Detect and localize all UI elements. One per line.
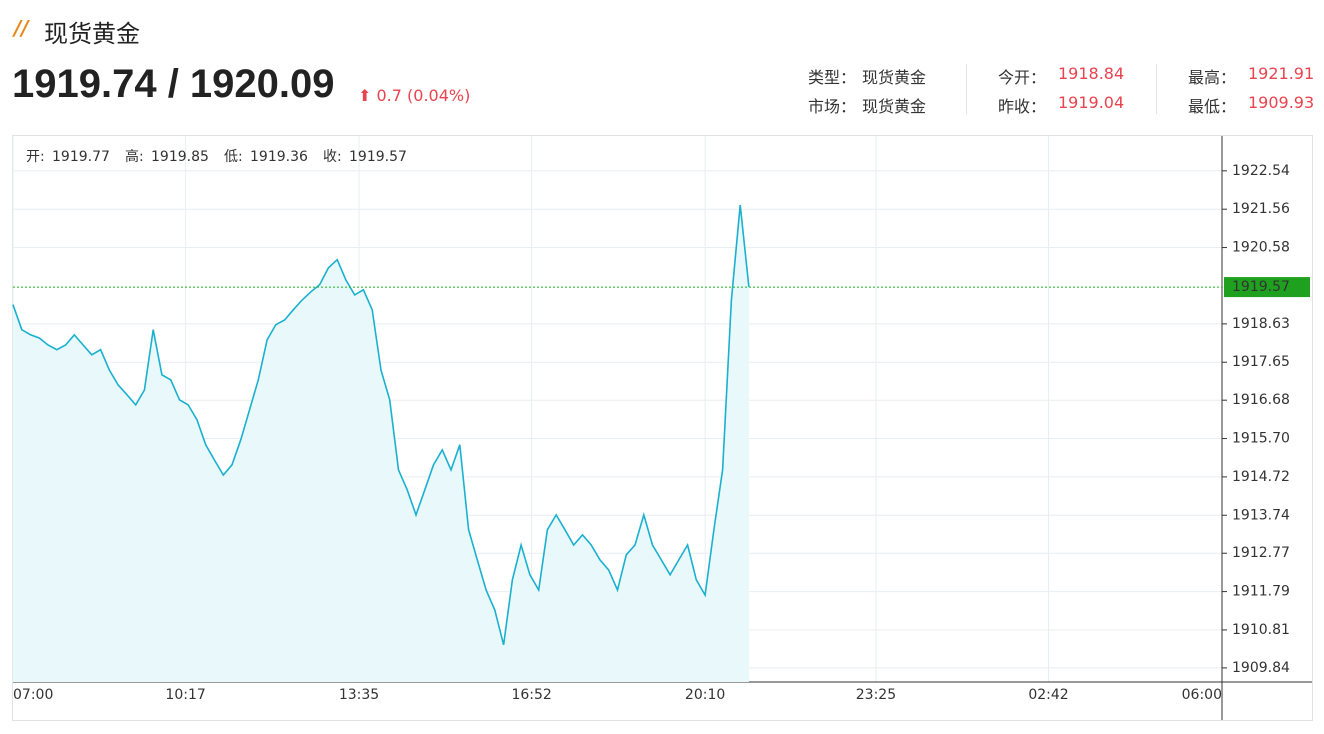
price-line: [12, 204, 750, 645]
change: ⬆ 0.7 (0.04%): [358, 86, 470, 105]
last-price-box: [1224, 277, 1310, 298]
area-fill: [13, 204, 749, 682]
x-tick-label: 07:00: [13, 687, 53, 703]
logo-icon: //: [14, 16, 29, 40]
y-tick-label: 1911.79: [1232, 584, 1290, 600]
info-value: 现货黄金: [862, 97, 927, 116]
info-label: 今开：: [998, 68, 1047, 87]
y-tick-label: 1916.68: [1232, 392, 1290, 408]
y-tick-label: 1913.74: [1232, 507, 1290, 523]
x-tick-label: 10:17: [165, 687, 205, 703]
ohlc-value: 1919.57: [349, 149, 407, 165]
info-label: 市场：: [808, 97, 857, 116]
x-tick-label: 20:10: [685, 687, 725, 703]
info-value: 1921.91: [1248, 64, 1315, 83]
y-tick-label: 1920.58: [1232, 240, 1290, 256]
info-label: 最高：: [1188, 68, 1237, 87]
info-label: 最低：: [1188, 97, 1237, 116]
info-value: 1918.84: [1058, 64, 1125, 83]
ohlc-label: 低:: [224, 149, 243, 165]
info-label: 类型：: [808, 68, 857, 87]
ohlc-label: 开:: [26, 149, 45, 165]
y-tick-label: 1909.84: [1232, 660, 1290, 676]
y-tick-label: 1918.63: [1232, 316, 1290, 332]
ohlc-label: 收:: [323, 149, 342, 165]
info-value: 现货黄金: [862, 68, 927, 87]
y-tick-label: 1922.54: [1232, 163, 1290, 179]
y-tick-label: 1910.81: [1232, 622, 1290, 638]
y-tick-label: 1912.77: [1232, 545, 1290, 561]
separator: [966, 64, 967, 114]
last-price-label: 1919.57: [1232, 279, 1290, 295]
x-tick-label: 23:25: [856, 687, 896, 703]
ohlc-value: 1919.85: [151, 149, 209, 165]
y-tick-label: 1914.72: [1232, 469, 1290, 485]
x-tick-label: 16:52: [511, 687, 551, 703]
ohlc-label: 高:: [125, 148, 144, 165]
info-label: 昨收：: [998, 97, 1047, 116]
x-tick-label: 02:42: [1028, 687, 1068, 703]
ohlc-value: 1919.36: [250, 149, 308, 165]
change-text: 0.7 (0.04%): [376, 86, 471, 105]
separator: [1156, 64, 1157, 114]
info-value: 1919.04: [1058, 93, 1125, 112]
price: 1919.74 / 1920.09: [12, 62, 335, 106]
y-tick-label: 1915.70: [1232, 431, 1290, 447]
up-arrow: ⬆: [358, 86, 372, 105]
title: 现货黄金: [44, 20, 140, 48]
x-tick-label: 06:00: [1182, 687, 1222, 703]
x-tick-label: 13:35: [339, 687, 379, 703]
y-tick-label: 1921.56: [1232, 201, 1290, 217]
y-tick-label: 1917.65: [1232, 354, 1290, 370]
ohlc-value: 1919.77: [52, 149, 110, 165]
info-value: 1909.93: [1248, 93, 1315, 112]
